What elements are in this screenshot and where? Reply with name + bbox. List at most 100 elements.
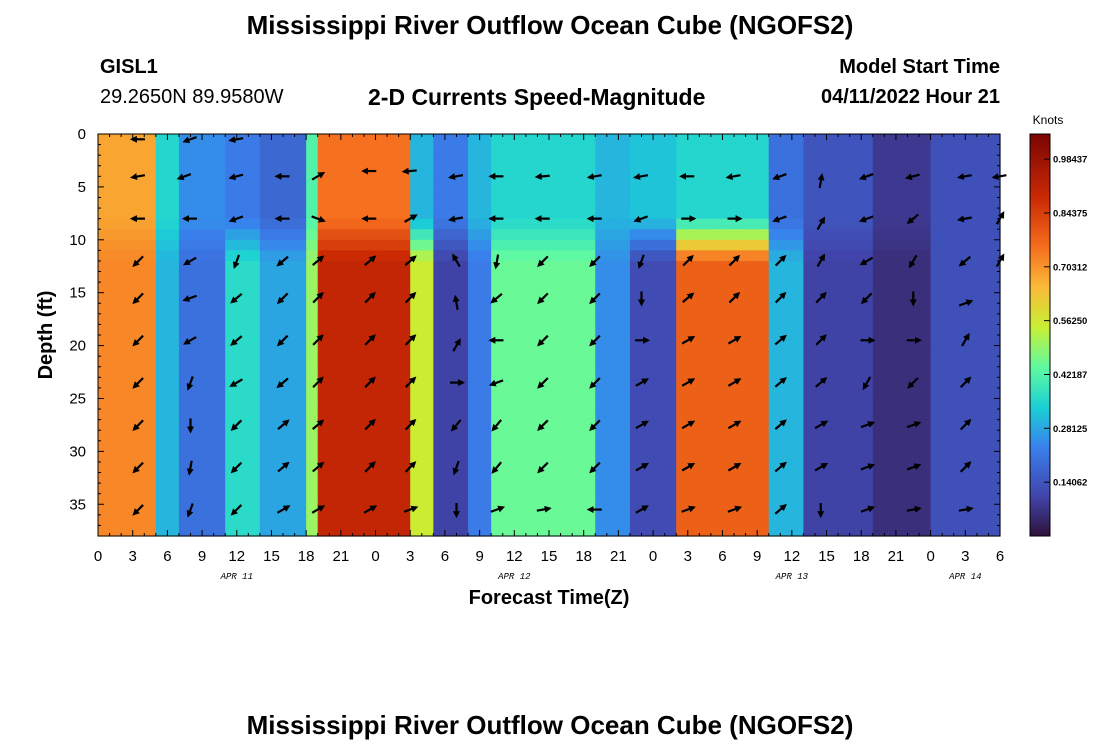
heatmap-cell <box>468 525 481 537</box>
x-tick-label: 3 <box>129 548 137 565</box>
heatmap-cell <box>525 186 539 199</box>
heatmap-cell <box>155 472 168 484</box>
heatmap-cell <box>502 165 515 177</box>
heatmap-cell <box>491 409 504 421</box>
heatmap-cell <box>560 409 573 421</box>
heatmap-cell <box>572 377 585 389</box>
heatmap-cell <box>942 504 955 516</box>
heatmap-cell <box>814 271 828 283</box>
heatmap-cell <box>248 377 261 389</box>
heatmap-cell <box>329 197 342 209</box>
heatmap-cell <box>121 208 134 220</box>
heatmap-cell <box>491 186 504 199</box>
heatmap-cell <box>606 155 619 167</box>
heatmap-cell <box>456 440 469 452</box>
heatmap-cell <box>757 186 770 199</box>
heatmap-cell <box>595 493 608 505</box>
heatmap-cell <box>942 271 955 283</box>
heatmap-cell <box>676 282 689 294</box>
current-arrow <box>404 461 417 473</box>
heatmap-cell <box>780 197 793 209</box>
heatmap-cell <box>803 493 816 505</box>
heatmap-cell <box>895 419 909 431</box>
heatmap-cell <box>410 271 423 283</box>
heatmap-cell <box>907 483 920 495</box>
heatmap-cell <box>664 271 677 283</box>
heatmap-cell <box>225 186 238 199</box>
heatmap-cell <box>537 186 550 199</box>
heatmap-cell <box>479 324 492 336</box>
heatmap-cell <box>433 229 446 241</box>
heatmap-cell <box>121 271 134 283</box>
heatmap-cell <box>387 335 400 347</box>
current-arrow <box>311 505 326 514</box>
heatmap-cell <box>259 324 273 336</box>
heatmap-cell <box>664 144 677 156</box>
heatmap-cell <box>734 271 747 283</box>
heatmap-cell <box>502 387 515 400</box>
heatmap-cell <box>444 165 458 177</box>
heatmap-cell <box>167 155 180 167</box>
heatmap-cell <box>965 461 978 474</box>
heatmap-cell <box>421 472 434 484</box>
heatmap-cell <box>387 377 400 389</box>
heatmap-cell <box>537 208 550 220</box>
heatmap-cell <box>734 208 747 220</box>
heatmap-cell <box>595 387 608 400</box>
heatmap-cell <box>190 440 203 452</box>
heatmap-cell <box>988 282 1001 294</box>
heatmap-cell <box>919 409 932 421</box>
heatmap-cell <box>606 451 619 463</box>
heatmap-cell <box>236 366 249 378</box>
heatmap-cell <box>468 514 481 527</box>
heatmap-cell <box>317 292 330 304</box>
heatmap-cell <box>722 387 735 400</box>
heatmap-cell <box>178 483 192 495</box>
heatmap-cell <box>768 409 781 421</box>
heatmap-cell <box>722 134 735 146</box>
heatmap-cell <box>641 419 654 431</box>
heatmap-cell <box>884 419 897 431</box>
heatmap-cell <box>653 335 666 347</box>
heatmap-cell <box>618 144 631 156</box>
heatmap-cell <box>514 356 527 368</box>
heatmap-cell <box>387 504 400 516</box>
heatmap-cell <box>861 483 874 495</box>
heatmap-cell <box>155 218 168 230</box>
heatmap-cell <box>283 440 296 452</box>
model-start-label: Model Start Time <box>839 56 1000 78</box>
heatmap-cell <box>549 451 562 463</box>
heatmap-cell <box>433 430 446 442</box>
heatmap-cell <box>849 345 862 357</box>
heatmap-cell <box>664 366 677 378</box>
heatmap-cell <box>745 134 758 146</box>
heatmap-cell <box>734 292 747 304</box>
heatmap-cell <box>930 514 943 527</box>
heatmap-cell <box>734 324 747 336</box>
heatmap-cell <box>791 472 805 484</box>
heatmap-cell <box>456 303 469 315</box>
heatmap-cell <box>722 493 735 505</box>
heatmap-cell <box>132 282 145 294</box>
heatmap-cell <box>710 356 724 368</box>
heatmap-cell <box>572 514 585 527</box>
heatmap-cell <box>560 186 573 199</box>
heatmap-cell <box>525 229 539 241</box>
heatmap-cell <box>895 197 909 209</box>
heatmap-cell <box>444 197 458 209</box>
heatmap-cell <box>121 483 134 495</box>
heatmap-cell <box>283 197 296 209</box>
heatmap-cell <box>340 366 354 378</box>
heatmap-cell <box>803 292 816 304</box>
heatmap-cell <box>907 398 920 410</box>
heatmap-cell <box>306 144 319 156</box>
heatmap-cell <box>421 356 434 368</box>
heatmap-cell <box>144 504 157 516</box>
heatmap-cell <box>283 303 296 315</box>
heatmap-cell <box>664 377 677 389</box>
x-tick-label: 21 <box>888 548 905 565</box>
heatmap-cell <box>791 387 805 400</box>
heatmap-cell <box>525 387 539 400</box>
heatmap-cell <box>549 493 562 505</box>
heatmap-cell <box>271 440 284 452</box>
